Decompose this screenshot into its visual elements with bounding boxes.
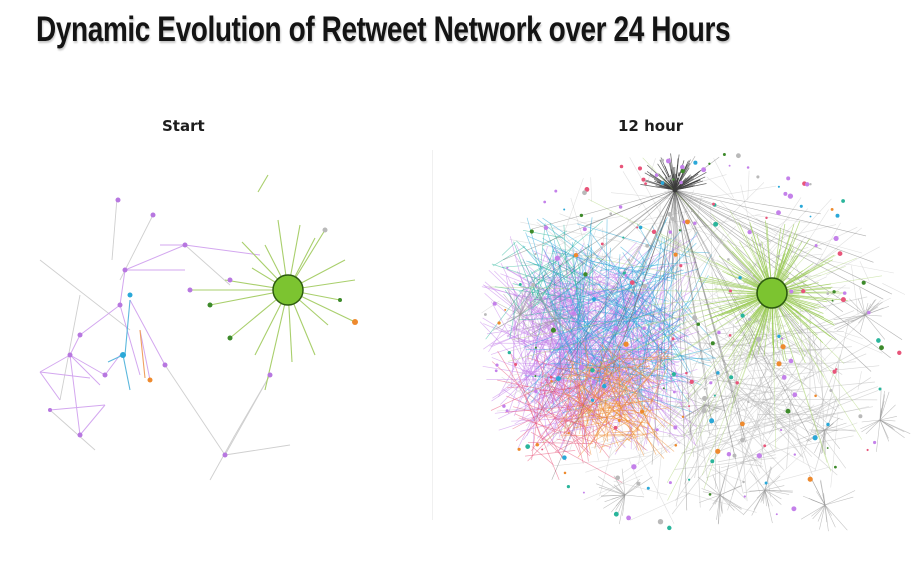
- start-purple-edges: [39, 244, 261, 436]
- network-12-hour: [479, 153, 911, 532]
- nodes: [483, 153, 902, 531]
- green-hub-node: [756, 277, 788, 309]
- start-nodes: [48, 197, 358, 458]
- edges-colored: [479, 217, 911, 532]
- panel-label-12-hour: 12 hour: [618, 117, 684, 135]
- panel-divider: [432, 150, 433, 520]
- start-green-edges: [190, 174, 356, 391]
- start-hub-node: [272, 274, 304, 306]
- page-title: Dynamic Evolution of Retweet Network ove…: [36, 10, 731, 49]
- panel-label-start: Start: [162, 117, 205, 135]
- start-blue-orange-edges: [107, 299, 146, 391]
- start-gray-edges: [39, 197, 291, 481]
- network-start: [39, 174, 358, 481]
